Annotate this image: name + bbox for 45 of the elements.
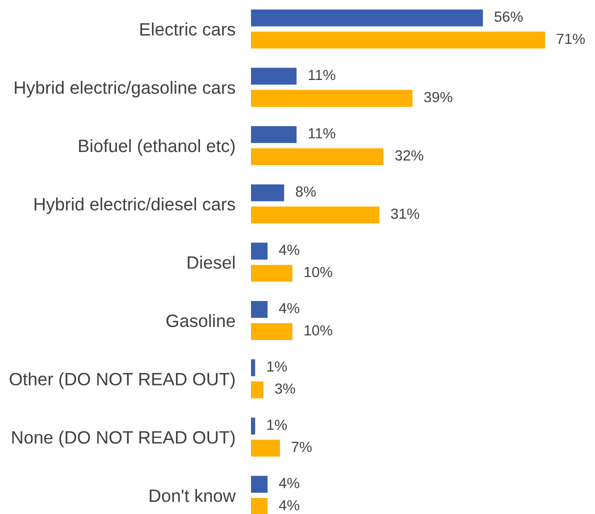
- y-tick-label: Hybrid electric/gasoline cars: [14, 80, 236, 98]
- bar: [251, 68, 297, 85]
- bar: [251, 184, 284, 202]
- bar: [251, 126, 297, 143]
- bar: [251, 90, 412, 107]
- data-label: 11%: [308, 70, 336, 80]
- bar: [251, 32, 545, 49]
- data-label: 10%: [304, 266, 332, 278]
- data-label: 39%: [424, 92, 452, 102]
- data-label: 4%: [279, 244, 300, 255]
- data-label: 4%: [279, 478, 300, 488]
- bar: [251, 440, 280, 457]
- data-label: 71%: [556, 34, 585, 44]
- bar: [251, 323, 292, 340]
- bar: [251, 381, 264, 398]
- y-tick-label: Diesel: [188, 256, 235, 269]
- y-tick-label: Other (DO NOT READ OUT): [10, 372, 235, 389]
- bar: [251, 498, 268, 514]
- bar: [251, 242, 268, 260]
- data-label: 32%: [395, 150, 424, 161]
- data-label: 56%: [494, 12, 523, 22]
- data-label: 3%: [275, 383, 296, 394]
- data-label: 1%: [267, 420, 287, 430]
- y-tick-label: None (DO NOT READ OUT): [12, 430, 235, 448]
- y-tick-label: Biofuel (ethanol etc): [79, 139, 235, 156]
- data-label: 4%: [279, 303, 300, 314]
- data-label: 7%: [292, 442, 312, 452]
- data-label: 4%: [279, 500, 300, 510]
- data-label: 10%: [304, 325, 332, 336]
- bar: [251, 359, 256, 376]
- y-tick-label: Hybrid electric/diesel cars: [34, 197, 236, 214]
- bar: [251, 9, 483, 26]
- data-label: 1%: [267, 361, 287, 372]
- y-tick-label: Gasoline: [166, 314, 235, 328]
- data-label: 8%: [296, 186, 316, 197]
- bar: [251, 264, 292, 282]
- bar: [251, 300, 268, 318]
- data-label: 11%: [308, 128, 336, 138]
- y-tick-label: Don't know: [150, 488, 236, 502]
- bar: [251, 206, 380, 224]
- bar: [251, 148, 384, 166]
- bar: [251, 418, 256, 434]
- data-label: 31%: [391, 208, 420, 219]
- y-tick-label: Electric cars: [140, 22, 236, 36]
- bar: [251, 476, 268, 493]
